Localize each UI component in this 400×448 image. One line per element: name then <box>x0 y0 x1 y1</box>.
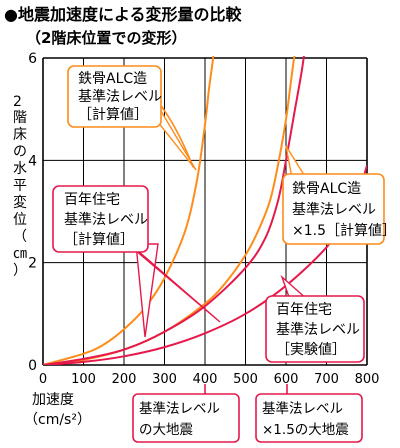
svg-text:の: の <box>13 144 27 160</box>
x-axis-unit: （cm/s²） <box>24 412 91 428</box>
x-tick-label: 0 <box>39 372 47 387</box>
x-tick-label: 500 <box>233 372 258 387</box>
y-tick-label: 6 <box>28 51 37 67</box>
svg-text:㎝: ㎝ <box>13 246 27 262</box>
y-axis-label: 2 階 床 の 水 平 変 位 （ ㎝ ） <box>13 94 27 279</box>
svg-text:2: 2 <box>13 94 22 110</box>
x-tick-label: 200 <box>112 372 137 387</box>
svg-text:［計算値］: ［計算値］ <box>64 232 134 248</box>
svg-text:百年住宅: 百年住宅 <box>64 192 120 208</box>
svg-text:×1.5の大地震: ×1.5の大地震 <box>262 422 349 438</box>
svg-text:×1.5［計算値］: ×1.5［計算値］ <box>292 223 396 239</box>
svg-text:位: 位 <box>13 212 27 228</box>
y-tick-label: 0 <box>28 358 37 374</box>
svg-text:の大地震: の大地震 <box>139 422 193 438</box>
x-axis-label: 加速度 <box>32 392 74 408</box>
series-curves <box>43 56 367 365</box>
svg-text:鉄骨ALC造: 鉄骨ALC造 <box>78 71 147 87</box>
chart-title: ●地震加速度による変形量の比較 <box>4 5 242 24</box>
bottom-label-basic: 基準法レベル の大地震 <box>132 384 240 443</box>
curve-hyakunen-exp <box>43 56 305 365</box>
y-tick-label: 4 <box>28 153 37 169</box>
y-tick-label: 2 <box>28 256 37 272</box>
grid <box>42 57 368 366</box>
x-tick-label: 800 <box>355 372 380 387</box>
svg-text:階: 階 <box>13 110 27 126</box>
curve-alc-basic <box>43 56 215 365</box>
svg-text:基準法レベル: 基準法レベル <box>262 400 343 417</box>
callout-orange-x15: 鉄骨ALC造 基準法レベル ×1.5［計算値］ <box>282 145 396 245</box>
x-tick-label: 700 <box>314 372 339 387</box>
y-ticks: 0 2 4 6 <box>28 51 37 374</box>
svg-text:）: ） <box>13 263 27 279</box>
x-tick-label: 300 <box>152 372 177 387</box>
svg-text:基準法レベル: 基準法レベル <box>78 88 162 105</box>
x-tick-label: 400 <box>193 372 218 387</box>
svg-text:水: 水 <box>13 161 27 177</box>
x-tick-label: 600 <box>274 372 299 387</box>
svg-text:百年住宅: 百年住宅 <box>276 302 332 318</box>
svg-text:［実験値］: ［実験値］ <box>276 342 346 358</box>
callout-red-calc: 百年住宅 基準法レベル ［計算値］ <box>52 185 221 338</box>
svg-text:（: （ <box>13 229 27 245</box>
callout-red-exp: 百年住宅 基準法レベル ［実験値］ <box>265 274 365 363</box>
svg-text:平: 平 <box>13 178 27 194</box>
bottom-label-x15: 基準法レベル ×1.5の大地震 <box>255 384 363 443</box>
svg-text:基準法レベル: 基準法レベル <box>139 400 220 417</box>
svg-text:基準法レベル: 基準法レベル <box>276 321 360 338</box>
x-ticks: 0 100 200 300 400 500 600 700 800 <box>39 372 380 387</box>
svg-text:床: 床 <box>13 127 27 143</box>
svg-text:変: 変 <box>13 194 27 211</box>
chart-subtitle: （2階床位置での変形） <box>26 29 186 47</box>
x-tick-label: 100 <box>71 372 96 387</box>
svg-text:基準法レベル: 基準法レベル <box>292 201 376 218</box>
svg-text:［計算値］: ［計算値］ <box>78 107 148 123</box>
svg-text:鉄骨ALC造: 鉄骨ALC造 <box>292 181 361 197</box>
svg-text:基準法レベル: 基準法レベル <box>64 211 148 228</box>
callout-orange-basic: 鉄骨ALC造 基準法レベル ［計算値］ <box>67 65 197 171</box>
